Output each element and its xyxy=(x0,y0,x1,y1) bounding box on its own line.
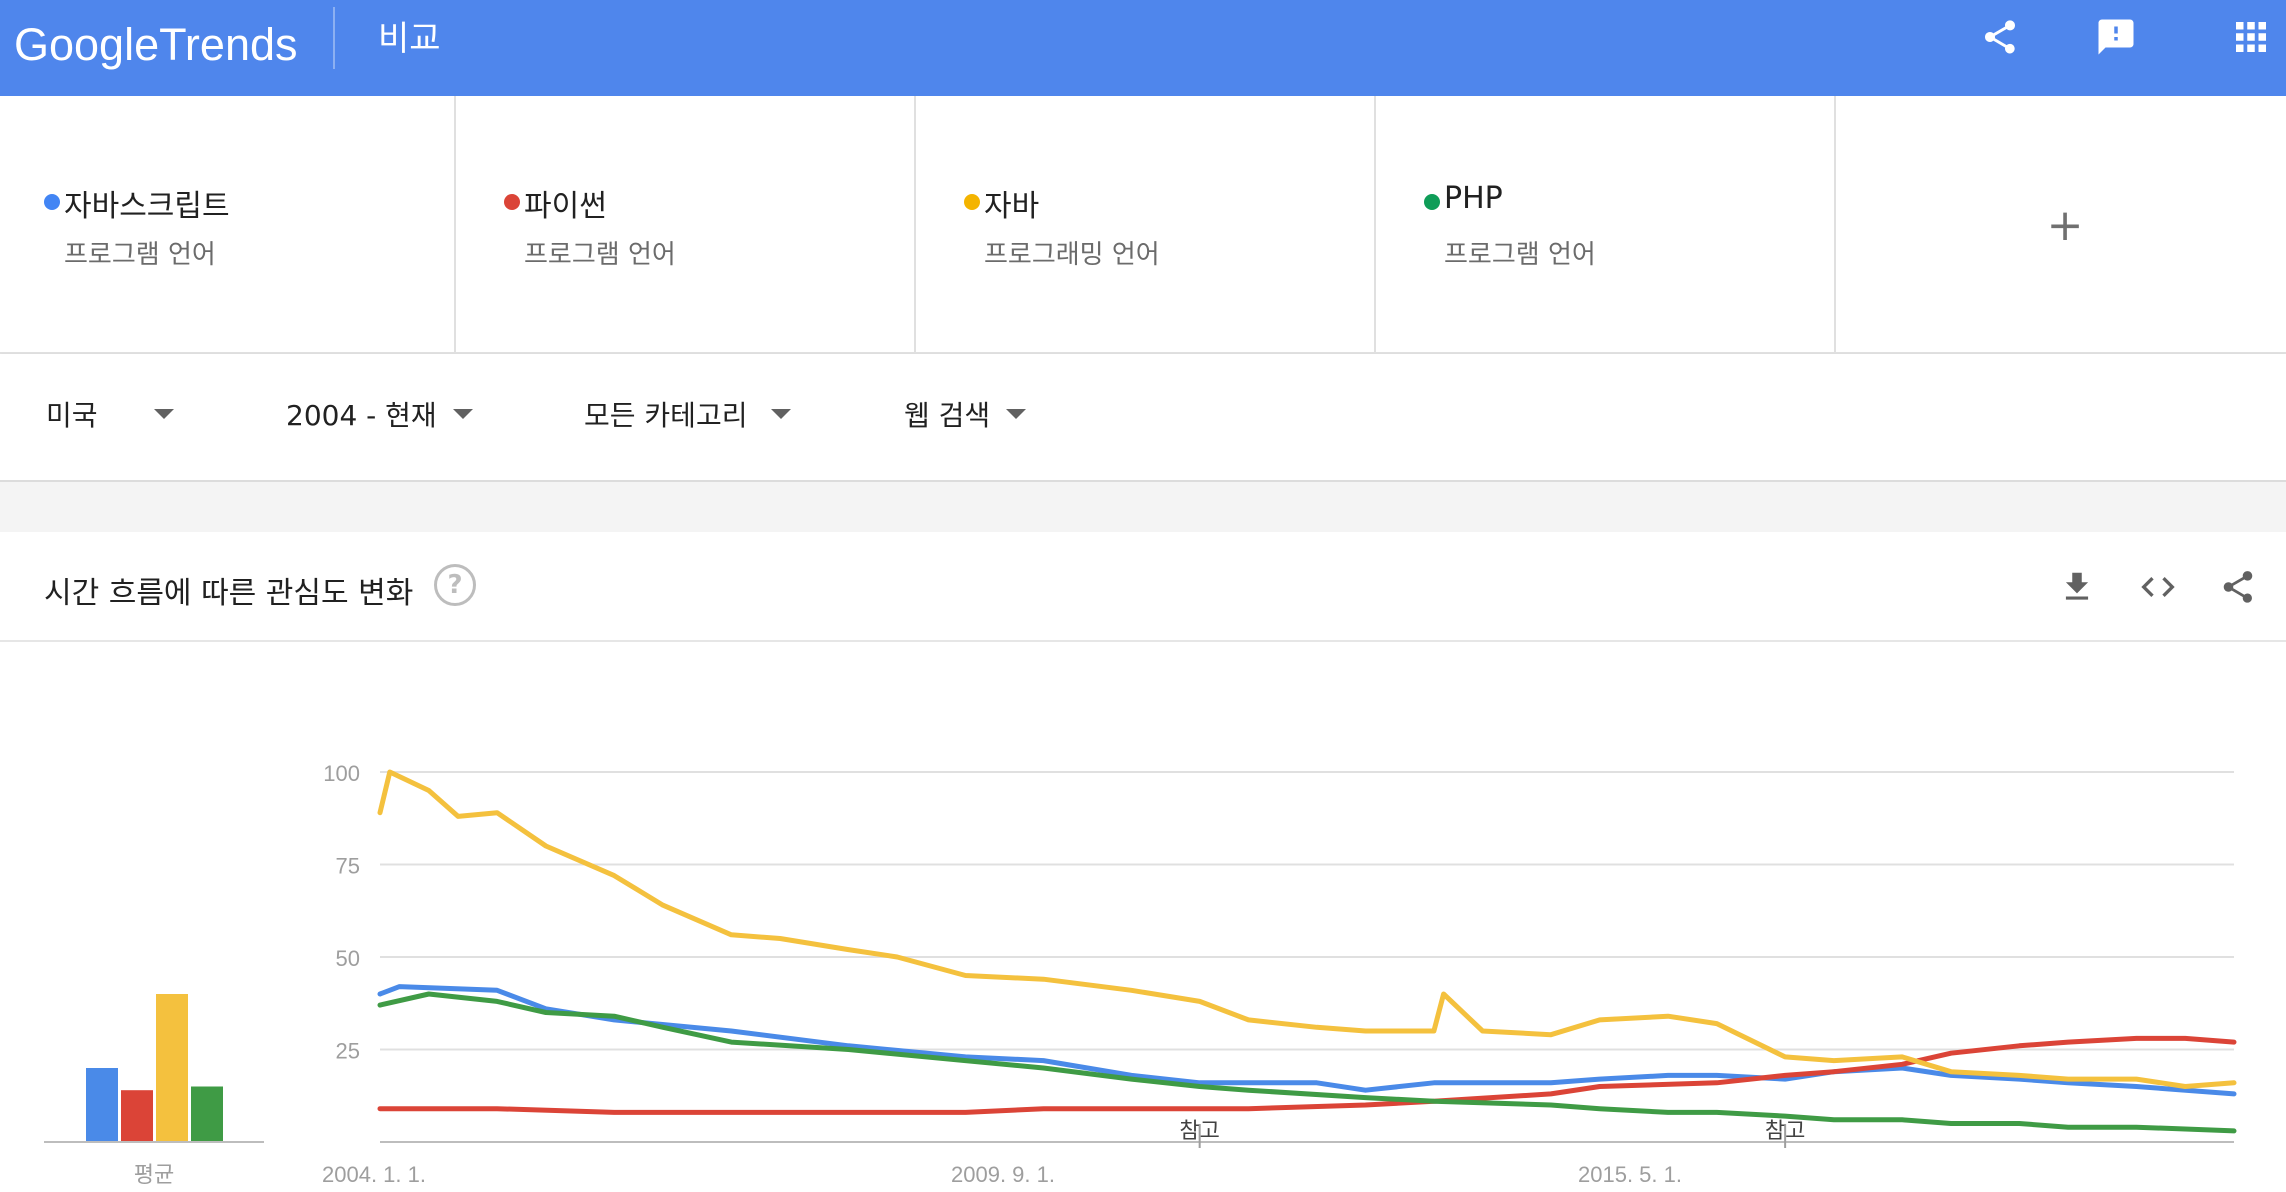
average-bar-파이썬 xyxy=(121,1090,153,1142)
series-line-자바스크립트 xyxy=(377,984,2237,1097)
average-bar-자바 xyxy=(156,994,188,1142)
dropdown-arrow-icon xyxy=(1006,409,1027,419)
region-dropdown[interactable]: 미국 xyxy=(46,394,174,434)
series-color-dot xyxy=(504,194,520,210)
app-header: GoogleTrends 비교 xyxy=(0,0,2286,96)
header-divider xyxy=(333,7,335,69)
term-type: 프로그램 언어 xyxy=(1444,240,1596,270)
y-tick-label: 100 xyxy=(323,761,360,786)
term-card-java[interactable]: 자바 프로그래밍 언어 xyxy=(916,96,1376,352)
y-tick-label: 50 xyxy=(336,946,360,971)
average-label: 평균 xyxy=(134,1163,174,1188)
embed-code-icon[interactable] xyxy=(2133,562,2183,612)
term-name: PHP xyxy=(1424,181,1503,216)
series-line-자바 xyxy=(377,769,2237,1089)
comparison-terms-bar: 자바스크립트 프로그램 언어 파이썬 프로그램 언어 자바 프로그래밍 언어 P… xyxy=(0,96,2286,354)
term-type: 프로그램 언어 xyxy=(64,240,216,270)
category-value: 모든 카테고리 xyxy=(584,399,748,432)
series-color-dot xyxy=(1424,194,1440,210)
search-type-value: 웹 검색 xyxy=(904,399,991,432)
term-name: 파이썬 xyxy=(504,181,607,225)
term-type: 프로그램 언어 xyxy=(524,240,676,270)
y-tick-label: 25 xyxy=(336,1039,360,1064)
logo-trends-text: Trends xyxy=(159,19,298,70)
x-tick-label: 2009. 9. 1. xyxy=(951,1162,1055,1187)
annotation-label: 참고 xyxy=(1179,1119,1219,1144)
apps-icon[interactable] xyxy=(2226,12,2276,62)
help-icon[interactable]: ? xyxy=(434,564,476,606)
section-separator xyxy=(0,482,2286,532)
series-color-dot xyxy=(964,194,980,210)
interest-over-time-chart: 25 50 75 100 2004. 1. 1. 2009. 9. 1. 2015. 5. … xyxy=(44,761,2237,1188)
term-label: 파이썬 xyxy=(524,189,607,224)
term-card-javascript[interactable]: 자바스크립트 프로그램 언어 xyxy=(0,96,456,352)
logo-google-text: Google xyxy=(14,19,160,70)
card-title: 시간 흐름에 따른 관심도 변화 xyxy=(44,576,414,611)
term-name: 자바 xyxy=(964,181,1039,225)
series-line-PHP xyxy=(377,991,2237,1134)
interest-over-time-header: 시간 흐름에 따른 관심도 변화 ? xyxy=(0,532,2286,642)
dropdown-arrow-icon xyxy=(771,409,792,419)
dropdown-arrow-icon xyxy=(452,409,473,419)
card-share-icon[interactable] xyxy=(2213,562,2263,612)
series-line-파이썬 xyxy=(377,1035,2237,1115)
term-label: 자바스크립트 xyxy=(64,189,230,224)
google-trends-logo[interactable]: GoogleTrends xyxy=(14,10,298,80)
category-dropdown[interactable]: 모든 카테고리 xyxy=(584,394,792,434)
term-label: PHP xyxy=(1444,181,1503,216)
dropdown-arrow-icon xyxy=(153,409,174,419)
region-value: 미국 xyxy=(46,399,98,432)
term-label: 자바 xyxy=(984,189,1040,224)
share-icon[interactable] xyxy=(1975,12,2025,62)
y-tick-label: 75 xyxy=(336,854,360,879)
time-range-dropdown[interactable]: 2004 - 현재 xyxy=(286,394,473,434)
average-bar-자바스크립트 xyxy=(86,1068,118,1142)
download-icon[interactable] xyxy=(2052,562,2102,612)
term-name: 자바스크립트 xyxy=(44,181,230,225)
term-card-php[interactable]: PHP 프로그램 언어 xyxy=(1376,96,1836,352)
page-title: 비교 xyxy=(378,19,441,59)
annotation-label: 참고 xyxy=(1765,1119,1805,1144)
term-type: 프로그래밍 언어 xyxy=(984,240,1160,270)
time-range-value: 2004 - 현재 xyxy=(286,399,437,432)
search-type-dropdown[interactable]: 웹 검색 xyxy=(904,394,1027,434)
filter-bar: 미국 2004 - 현재 모든 카테고리 웹 검색 xyxy=(0,354,2286,482)
feedback-icon[interactable] xyxy=(2091,12,2141,62)
x-tick-label: 2004. 1. 1. xyxy=(322,1162,426,1187)
term-card-python[interactable]: 파이썬 프로그램 언어 xyxy=(456,96,916,352)
add-term-button[interactable]: + xyxy=(2046,200,2084,251)
average-bar-PHP xyxy=(191,1086,223,1142)
series-color-dot xyxy=(44,194,60,210)
x-tick-label: 2015. 5. 1. xyxy=(1578,1162,1682,1187)
